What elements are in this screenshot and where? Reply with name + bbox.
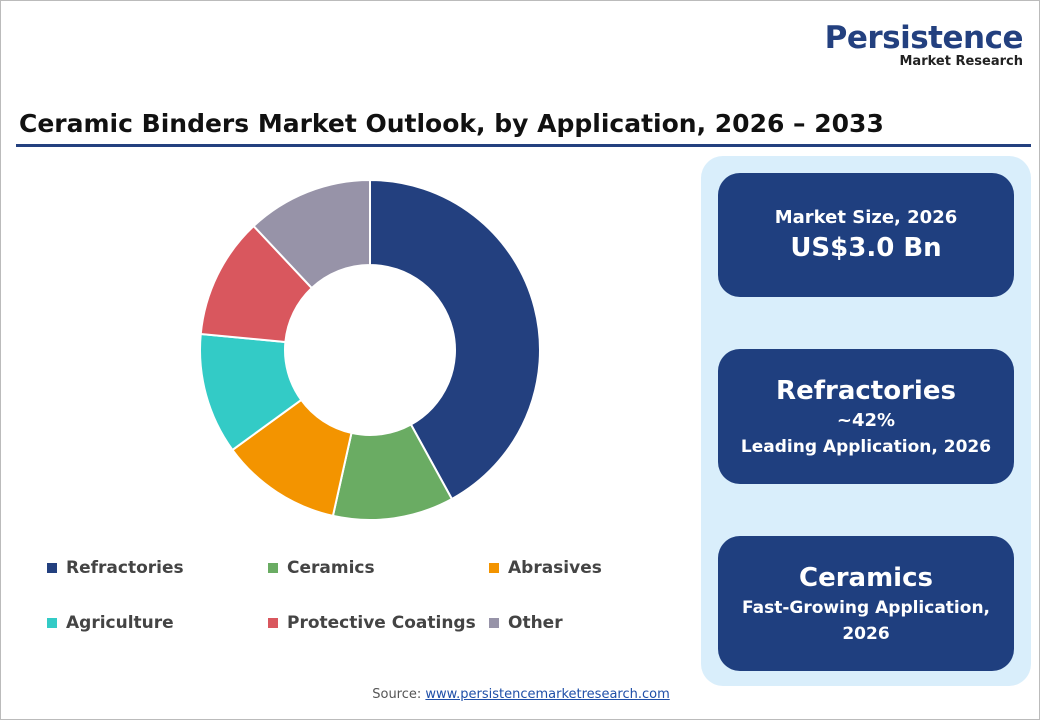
- legend-label: Ceramics: [287, 558, 375, 578]
- chart: Refractories Ceramics Abrasives Agriculture…: [47, 178, 602, 633]
- logo-text: Persistence: [824, 20, 1024, 56]
- card-heading: Refractories: [776, 375, 956, 406]
- source: Source: www.persistencemarketresearch.co…: [1, 687, 1039, 702]
- card: Market Size, 2026 US$3.0 Bn: [718, 173, 1014, 297]
- legend-marker: [47, 618, 57, 628]
- card-label: 2026: [842, 623, 890, 644]
- logo-subtext: Market Research: [899, 54, 1024, 69]
- legend-marker: [268, 618, 278, 628]
- source-label: Source:: [372, 687, 422, 702]
- card-label: Leading Application, 2026: [740, 436, 992, 457]
- title-rule: [16, 144, 1031, 147]
- side-panel: Market Size, 2026 US$3.0 Bn Refractories…: [701, 156, 1031, 686]
- legend-marker: [47, 563, 57, 573]
- card: Ceramics Fast-Growing Application, 2026: [718, 536, 1014, 671]
- card-value: US$3.0 Bn: [790, 233, 942, 263]
- card: Refractories ~42% Leading Application, 2…: [718, 349, 1014, 484]
- card-heading: Ceramics: [799, 562, 933, 593]
- legend-label: Refractories: [66, 558, 184, 578]
- card-label: Market Size, 2026: [774, 207, 958, 228]
- legend-marker: [489, 563, 499, 573]
- legend-label: Protective Coatings: [287, 613, 476, 633]
- card-value: ~42%: [836, 409, 896, 431]
- legend-marker: [268, 563, 278, 573]
- legend-marker: [489, 618, 499, 628]
- chart-title: Ceramic Binders Market Outlook, by Appli…: [19, 109, 884, 138]
- donut-segment: [369, 178, 541, 501]
- legend-label: Agriculture: [66, 613, 174, 633]
- card-label: Fast-Growing Application,: [741, 597, 991, 618]
- source-link[interactable]: www.persistencemarketresearch.com: [425, 687, 670, 702]
- legend-label: Abrasives: [508, 558, 602, 578]
- donut-segment: [252, 178, 371, 290]
- legend-label: Other: [508, 613, 563, 633]
- logo: Persistence Market Research: [824, 20, 1024, 69]
